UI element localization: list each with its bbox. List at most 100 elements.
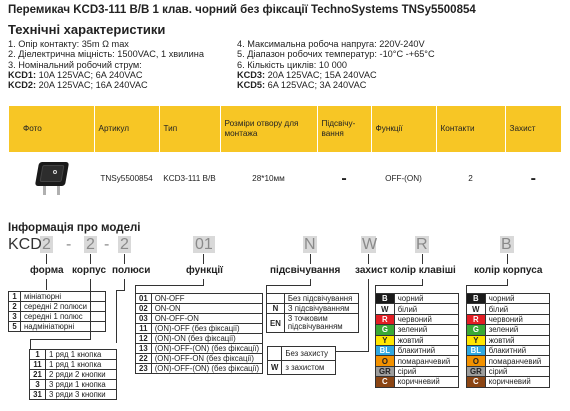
option-label: 2 ряди 2 кнопки	[45, 369, 117, 380]
color-code: GR	[375, 365, 395, 378]
color-code: B	[466, 292, 486, 305]
connector	[310, 254, 311, 264]
list-item: Без захисту	[266, 346, 336, 361]
code-box	[84, 236, 97, 253]
cell-function: OFF-(ON)	[370, 152, 436, 206]
color-label: зелений	[393, 324, 460, 336]
option-code: 21	[29, 369, 46, 380]
option-label: середні 2 полюси	[20, 301, 106, 312]
code-box	[500, 236, 514, 253]
option-label: мініатюрні	[20, 291, 106, 302]
code-body: 2	[86, 236, 95, 253]
option-label: Без захисту	[281, 346, 336, 361]
option-label: З підсвічуванням	[283, 303, 360, 314]
color-row: GR сірий	[375, 365, 460, 378]
code-prefix: KCD	[8, 236, 42, 253]
spec-model-value: 6A 125VAC; 3A 240VAC	[265, 80, 367, 91]
list-item: 03 ON-OFF-ON	[135, 313, 264, 324]
list-item: 12 (ON)-ON (без фіксації)	[135, 333, 264, 344]
option-label: (ON)-OFF-ON (без фіксації)	[150, 353, 264, 364]
leader-line	[310, 279, 311, 286]
code-sep: -	[66, 236, 72, 253]
code-form: 2	[42, 236, 51, 253]
list-item: Без підсвічування	[266, 293, 360, 304]
spec-line: 6. Кількість циклів: 10 000	[237, 59, 347, 70]
connector	[368, 254, 369, 264]
color-label: сірий	[484, 365, 551, 378]
connector	[90, 254, 91, 264]
list-item: 22 (ON)-OFF-ON (без фіксації)	[135, 353, 264, 364]
code-sep: -	[104, 236, 110, 253]
list-item: 13 (ON)-OFF-(ON) (без фіксації)	[135, 343, 264, 354]
color-label: білий	[484, 303, 551, 315]
leader-line	[116, 290, 125, 291]
option-code: 3	[29, 379, 46, 390]
color-label: помаранчевий	[484, 355, 551, 367]
color-label: блакитний	[393, 344, 460, 357]
color-code: C	[375, 376, 395, 388]
leader-line	[368, 279, 369, 351]
col-header-type: Тип	[158, 106, 220, 152]
spec-model-line: KCD3: 20A 125VAC; 15A 240VAC	[237, 70, 435, 80]
cell-photo	[9, 152, 94, 206]
code-box	[415, 236, 429, 253]
spec-model: KCD2:	[8, 80, 37, 91]
cell-backlight: -	[316, 152, 371, 206]
option-code: 2	[8, 301, 21, 312]
product-title: Перемикач KCD3-111 B/B 1 клав. чорний бе…	[8, 4, 476, 16]
color-code: W	[375, 303, 395, 315]
option-label: 3 точковим підсвічуванням	[283, 313, 360, 333]
spec-model-line: KCD2: 20A 125VAC; 16A 240VAC	[8, 80, 204, 90]
leader-line	[135, 285, 204, 286]
leader-line	[375, 285, 376, 293]
label-key-color: колір клавіші	[390, 265, 456, 276]
leader-line	[422, 279, 423, 286]
option-code: 11	[135, 323, 152, 334]
list-item: 21 2 ряди 2 кнопки	[29, 369, 117, 380]
spec-model: KCD3:	[237, 69, 266, 80]
code-key-color: R	[416, 236, 428, 253]
option-code: 1	[29, 349, 46, 360]
cell-size: 28*10мм	[219, 152, 317, 206]
option-code: 13	[135, 343, 152, 354]
spec-model-value: 20A 125VAC; 15A 240VAC	[265, 69, 377, 80]
color-label: жовтий	[393, 334, 460, 346]
table-header-row: Фото Артикул Тип Розміри отвору для монт…	[9, 106, 561, 152]
spec-line: 2. Діелектрична міцність: 1500VAC, 1 хви…	[8, 49, 204, 60]
option-code: 3	[8, 311, 21, 322]
cell-contacts: 2	[435, 152, 505, 206]
option-label: ON-ON	[150, 303, 264, 314]
spec-model-line: KCD5: 6A 125VAC; 3A 240VAC	[237, 80, 435, 90]
leader-line	[124, 279, 125, 291]
spec-model-line: KCD1: 10A 125VAC; 6A 240VAC	[8, 70, 204, 80]
leader-line	[203, 279, 204, 286]
color-label: білий	[393, 303, 460, 315]
code-poles: 2	[120, 236, 129, 253]
specs-right: 4. Максимальна робоча напруга: 220V-240V…	[237, 39, 435, 90]
leader-line	[336, 351, 369, 352]
color-row: BL блакитний	[375, 344, 460, 357]
option-label: середні 1 полюс	[20, 311, 106, 322]
spec-line: 3. Номінальний робочий струм:	[8, 59, 142, 70]
color-code: G	[466, 324, 486, 336]
option-code	[266, 346, 283, 361]
option-label: 1 ряд 1 кнопка	[45, 349, 117, 360]
option-label: (ON)-OFF-(ON) (без фіксації)	[150, 363, 264, 374]
list-item: 11 (ON)-OFF (без фіксації)	[135, 323, 264, 334]
label-body: корпус	[72, 265, 107, 276]
leader-line	[30, 339, 31, 349]
